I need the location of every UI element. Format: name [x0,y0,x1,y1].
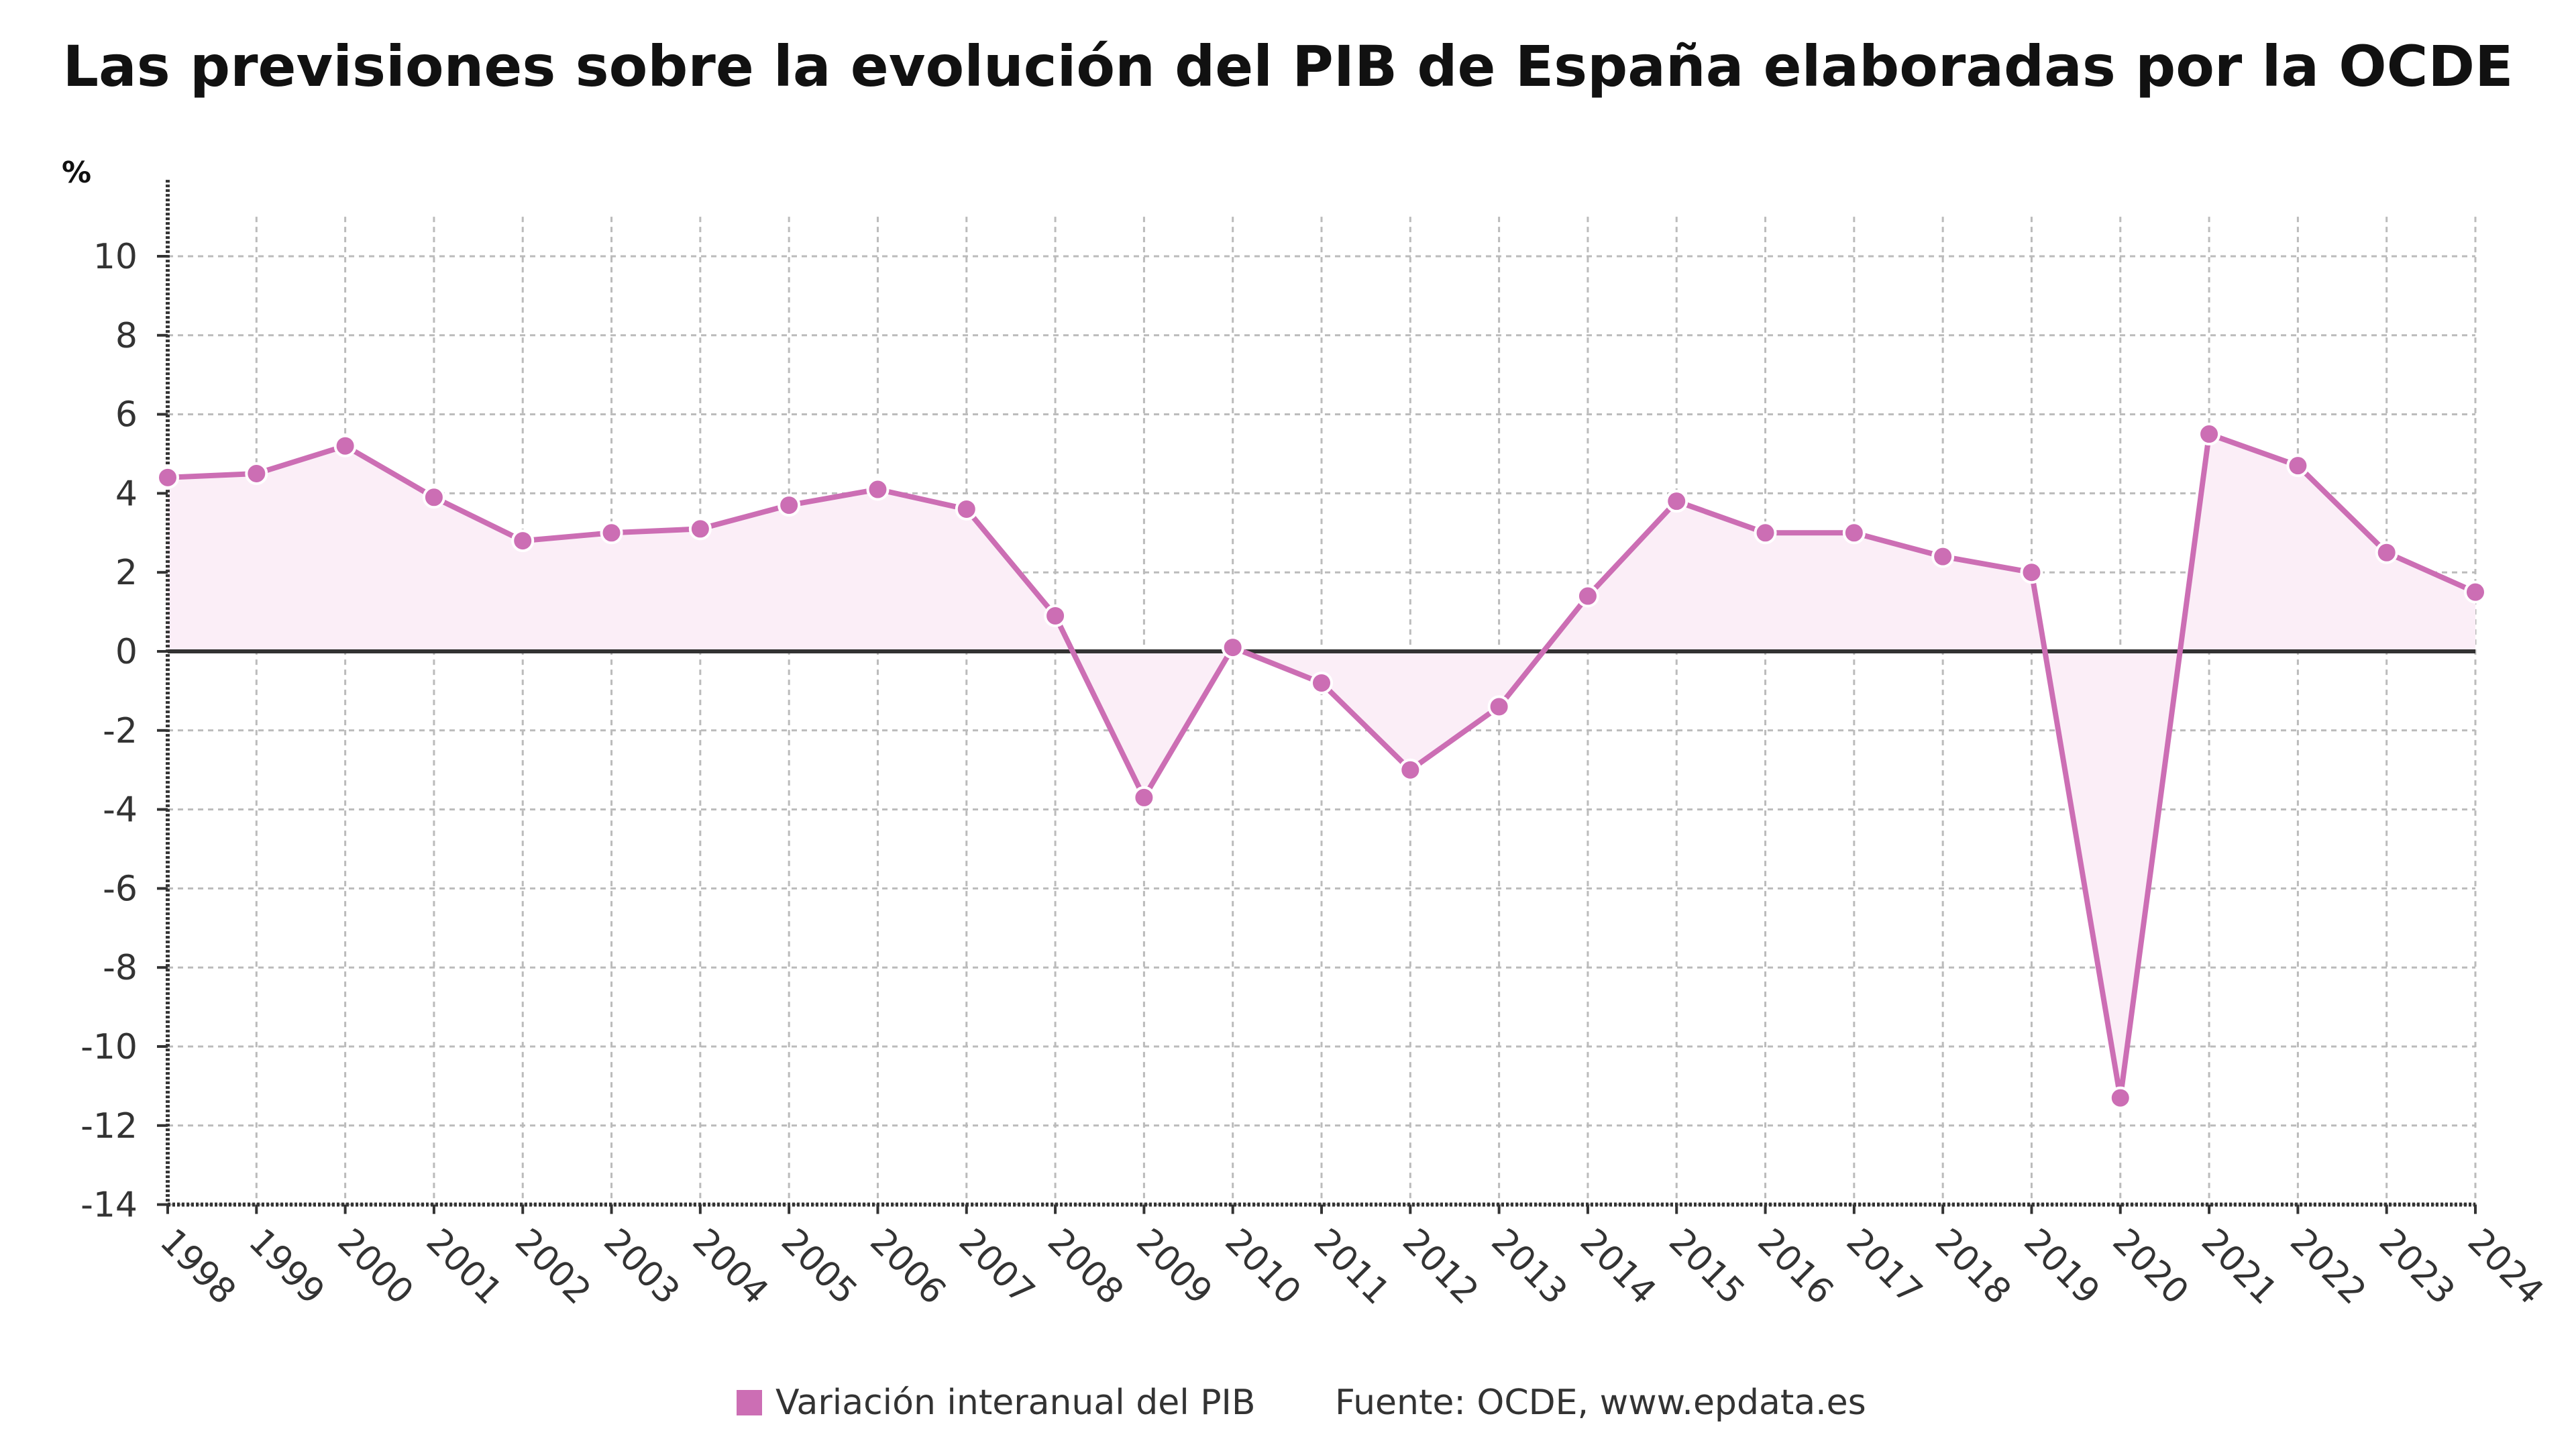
legend-series-label: Variación interanual del PIB [775,1383,1256,1423]
x-tick-label-1999: 1999 [241,1221,332,1312]
y-tick-label-6: 6 [115,395,138,435]
data-point-2012 [1399,758,1422,782]
legend-swatch [737,1390,762,1415]
data-point-2019 [2020,561,2043,584]
x-tick-label-2006: 2006 [862,1221,953,1312]
data-point-2000 [333,434,357,458]
y-tick-label-4: 4 [115,474,138,514]
x-tick-label-2021: 2021 [2194,1221,2285,1312]
data-point-2005 [777,494,801,517]
x-tick-label-2000: 2000 [329,1221,421,1312]
series-points [156,423,2487,1110]
axes [157,180,2477,1214]
x-tick-label-2022: 2022 [2282,1221,2373,1312]
x-tick-label-2019: 2019 [2016,1221,2107,1312]
x-tick-label-2005: 2005 [773,1221,865,1312]
x-tick-label-2009: 2009 [1128,1221,1220,1312]
data-point-2004 [688,517,712,541]
x-tick-label-2015: 2015 [1661,1221,1752,1312]
y-tick-label-2: 2 [115,553,138,593]
x-tick-label-2003: 2003 [596,1221,687,1312]
y-tick-label--6: -6 [103,869,138,909]
data-point-2013 [1487,695,1511,718]
x-tick-label-2016: 2016 [1750,1221,1841,1312]
y-unit-label: % [62,156,91,190]
x-tick-label-2004: 2004 [685,1221,776,1312]
data-point-2011 [1310,672,1333,695]
x-tick-label-2008: 2008 [1040,1221,1131,1312]
x-tick-label-2013: 2013 [1483,1221,1574,1312]
x-tick-labels: 1998199920002001200220032004200520062007… [152,1221,2551,1312]
legend: Variación interanual del PIB Fuente: OCD… [737,1383,1866,1423]
data-point-1998 [156,466,179,489]
y-tick-label-0: 0 [115,632,138,672]
data-point-2007 [955,497,978,521]
data-point-2021 [2198,423,2221,446]
data-point-2001 [422,486,445,509]
data-point-2003 [600,521,623,545]
y-tick-label--8: -8 [103,948,138,988]
y-tick-label--4: -4 [103,790,138,830]
data-point-2002 [511,529,535,553]
data-point-2023 [2375,541,2398,564]
y-tick-labels: 10 8 6 4 2 0 -2 -4 -6 -8 -10 -12 -14 [80,237,138,1226]
y-tick-label-8: 8 [115,316,138,356]
data-point-2015 [1665,490,1688,513]
x-tick-label-2012: 2012 [1395,1221,1486,1312]
x-tick-label-2024: 2024 [2460,1221,2551,1312]
data-point-1999 [245,462,268,485]
data-point-2022 [2286,454,2310,478]
data-point-2016 [1754,521,1777,545]
x-tick-label-2023: 2023 [2371,1221,2463,1312]
x-tick-label-2014: 2014 [1572,1221,1664,1312]
area-fill [168,434,2475,1098]
y-tick-label--10: -10 [80,1027,138,1067]
data-point-2020 [2108,1086,2132,1110]
x-tick-label-2001: 2001 [419,1221,510,1312]
y-tick-label--12: -12 [80,1106,138,1146]
data-point-2018 [1931,545,1955,568]
x-tick-label-2011: 2011 [1306,1221,1397,1312]
x-tick-label-2017: 2017 [1839,1221,1930,1312]
y-tick-label-10: 10 [93,237,138,277]
source-label: Fuente: OCDE, www.epdata.es [1335,1383,1866,1423]
data-point-2024 [2464,580,2487,604]
area-under-line [168,434,2475,1098]
data-point-2008 [1044,604,1067,627]
data-point-2009 [1132,786,1156,809]
data-point-2010 [1221,636,1244,659]
chart-title: Las previsiones sobre la evolución del P… [63,34,2514,99]
x-tick-label-2020: 2020 [2105,1221,2196,1312]
x-tick-label-2002: 2002 [507,1221,598,1312]
y-tick-label--14: -14 [80,1185,138,1226]
x-tick-label-2010: 2010 [1217,1221,1308,1312]
data-point-2014 [1576,584,1599,608]
y-tick-label--2: -2 [103,711,138,751]
data-point-2006 [866,478,890,501]
data-point-2017 [1842,521,1866,545]
x-tick-label-2007: 2007 [951,1221,1042,1312]
x-tick-label-1998: 1998 [152,1221,244,1312]
x-tick-label-2018: 2018 [1927,1221,2019,1312]
